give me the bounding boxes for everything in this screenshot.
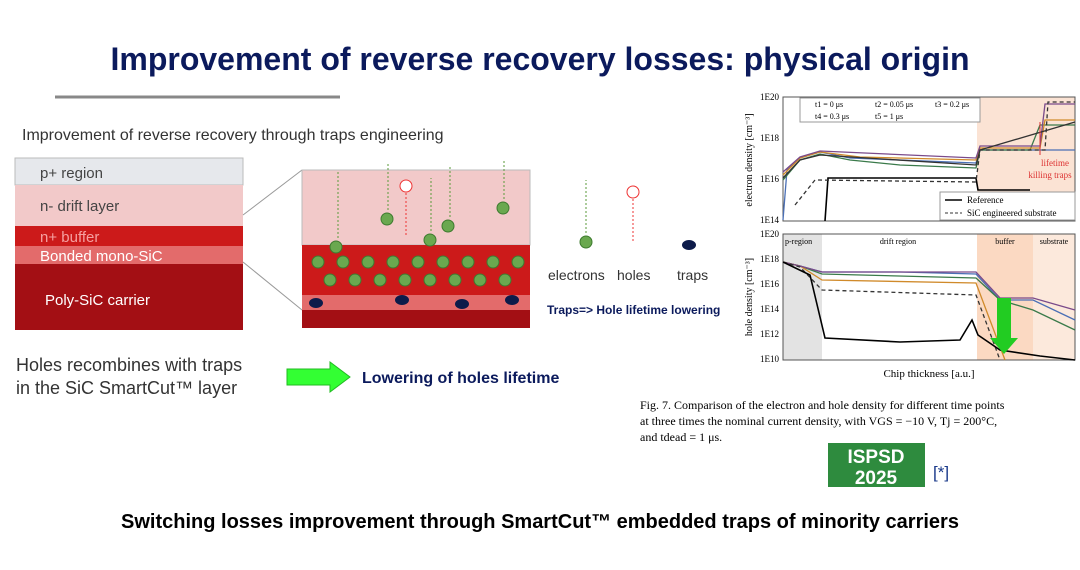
layer-label: Bonded mono-SiC [40, 248, 163, 265]
region-label: substrate [1040, 237, 1069, 246]
electron-symbol [579, 235, 593, 249]
legend-box [939, 191, 1076, 221]
tick-label: 1E18 [760, 254, 779, 264]
footer: Switching losses improvement through Sma… [121, 511, 959, 533]
y-label: electron density [cm⁻³] [744, 113, 755, 206]
figure-caption: Fig. 7. Comparison of the electron and h… [640, 398, 1005, 412]
traps [309, 295, 519, 309]
layer [15, 226, 243, 246]
tick-label: 1E12 [760, 329, 779, 339]
legend-entry: SiC engineered substrate [967, 208, 1056, 218]
legend-box [799, 97, 981, 123]
region-shade [1033, 234, 1075, 360]
legend-entry: t3 = 0.2 μs [935, 100, 969, 109]
zoom-box [301, 160, 531, 328]
tick-label: 1E10 [760, 354, 779, 364]
layer [15, 246, 243, 264]
legend-entry: t2 = 0.05 μs [875, 100, 913, 109]
layer-stack: p+ region n- drift layer n+ buffer Bonde… [14, 157, 244, 330]
electron-arrows [337, 160, 505, 238]
legend-label: holes [617, 267, 650, 283]
tick-label: 1E16 [760, 279, 779, 289]
trap-symbol [682, 240, 696, 250]
plot-frame [782, 96, 1076, 222]
tick-label: 1E20 [760, 229, 779, 239]
figure-caption: and tdead = 1 μs. [640, 430, 722, 444]
region-shade [783, 234, 822, 360]
legend-entry: Reference [967, 195, 1003, 205]
layer [301, 169, 531, 246]
layer-label: n- drift layer [40, 198, 119, 215]
logo-text: ISPSD [847, 447, 904, 468]
legend-entry: t1 = 0 μs [815, 100, 843, 109]
note: Traps=> Hole lifetime lowering [547, 303, 720, 317]
logo-text: 2025 [855, 468, 898, 489]
legend-label: electrons [548, 267, 605, 283]
legend-entry: t5 = 1 μs [875, 112, 903, 121]
layer [302, 310, 530, 328]
arrow [286, 361, 351, 393]
layer-label: n+ buffer [40, 229, 99, 246]
caption: Holes recombines with traps [16, 355, 242, 375]
legend-label: traps [677, 267, 708, 283]
region-label: p-region [785, 237, 812, 246]
figure-caption: at three times the nominal current densi… [640, 414, 997, 428]
curves [782, 101, 1076, 222]
caption: in the SiC SmartCut™ layer [16, 378, 237, 398]
curves [782, 261, 1076, 361]
layer-label: p+ region [40, 165, 103, 182]
reference: [*] [933, 463, 949, 482]
hole-symbol [626, 185, 640, 199]
electrons [311, 201, 525, 287]
layer [15, 264, 243, 330]
x-label: Chip thickness [a.u.] [883, 368, 974, 380]
figure: t1 = 0 μs t2 = 0.05 μs t3 = 0.2 μs t4 = … [640, 92, 1076, 444]
tick-label: 1E14 [760, 215, 779, 225]
tick-label: 1E16 [760, 174, 779, 184]
arrow-label: Lowering of holes lifetime [362, 370, 559, 387]
plot-frame [782, 233, 1076, 361]
heading: Improvement of reverse recovery through … [22, 127, 444, 144]
annotation: lifetime [1041, 158, 1069, 168]
down-arrow [990, 298, 1018, 354]
annotation: killing traps [1028, 170, 1072, 180]
layer-label: Poly-SiC carrier [45, 292, 150, 309]
region-label: drift region [880, 237, 916, 246]
layer [302, 295, 530, 310]
tick-label: 1E14 [760, 304, 779, 314]
zoom-line [242, 261, 303, 311]
zoom-line [242, 169, 303, 216]
tick-label: 1E18 [760, 133, 779, 143]
hole [399, 179, 413, 193]
layer [15, 185, 243, 226]
logo [828, 443, 925, 487]
legend-entry: t4 = 0.3 μs [815, 112, 849, 121]
region-label: buffer [995, 237, 1015, 246]
y-label: hole density [cm⁻³] [744, 258, 755, 336]
title: Improvement of reverse recovery losses: … [110, 41, 969, 77]
layer [302, 245, 530, 295]
tick-label: 1E20 [760, 92, 779, 102]
